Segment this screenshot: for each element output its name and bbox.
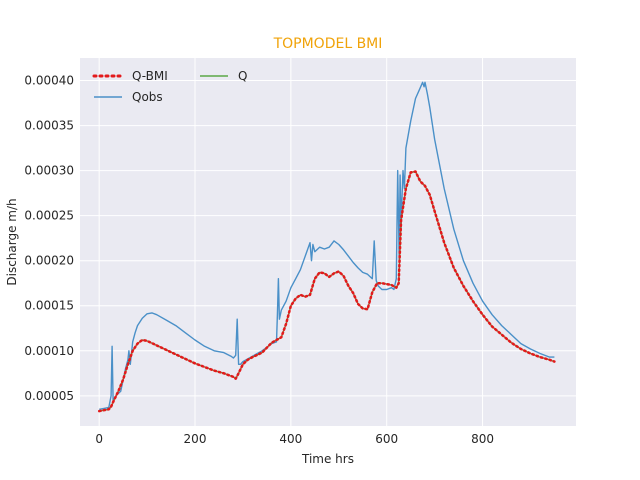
y-tick-label: 0.00020 xyxy=(24,254,74,268)
y-tick-label: 0.00010 xyxy=(24,344,74,358)
y-tick-label: 0.00030 xyxy=(24,164,74,178)
axis-ticks: 0 200 400 600 800 0.00005 0.00010 0.00015 0.0002… xyxy=(24,74,494,446)
x-axis-label: Time hrs xyxy=(301,452,354,466)
chart-title: TOPMODEL BMI xyxy=(273,36,383,52)
legend-label-qobs: Qobs xyxy=(132,90,163,104)
x-tick-label: 400 xyxy=(279,432,302,446)
legend-label-q-bmi: Q-BMI xyxy=(132,69,168,83)
plot-area xyxy=(80,58,576,426)
grid xyxy=(80,58,576,426)
y-tick-label: 0.00015 xyxy=(24,299,74,313)
y-axis-label: Discharge m/h xyxy=(5,198,19,285)
y-tick-label: 0.00035 xyxy=(24,119,74,133)
y-tick-label: 0.00040 xyxy=(24,74,74,88)
y-tick-label: 0.00025 xyxy=(24,209,74,223)
x-tick-label: 600 xyxy=(375,432,398,446)
y-tick-label: 0.00005 xyxy=(24,389,74,403)
series-lines xyxy=(97,81,556,413)
series-line-qobs xyxy=(99,81,555,410)
legend-label-q: Q xyxy=(238,69,247,83)
series-line-q-bmi xyxy=(97,170,556,413)
x-tick-label: 200 xyxy=(184,432,207,446)
legend: Q-BMI Qobs Q xyxy=(92,69,247,104)
x-tick-label: 0 xyxy=(95,432,103,446)
x-tick-label: 800 xyxy=(471,432,494,446)
